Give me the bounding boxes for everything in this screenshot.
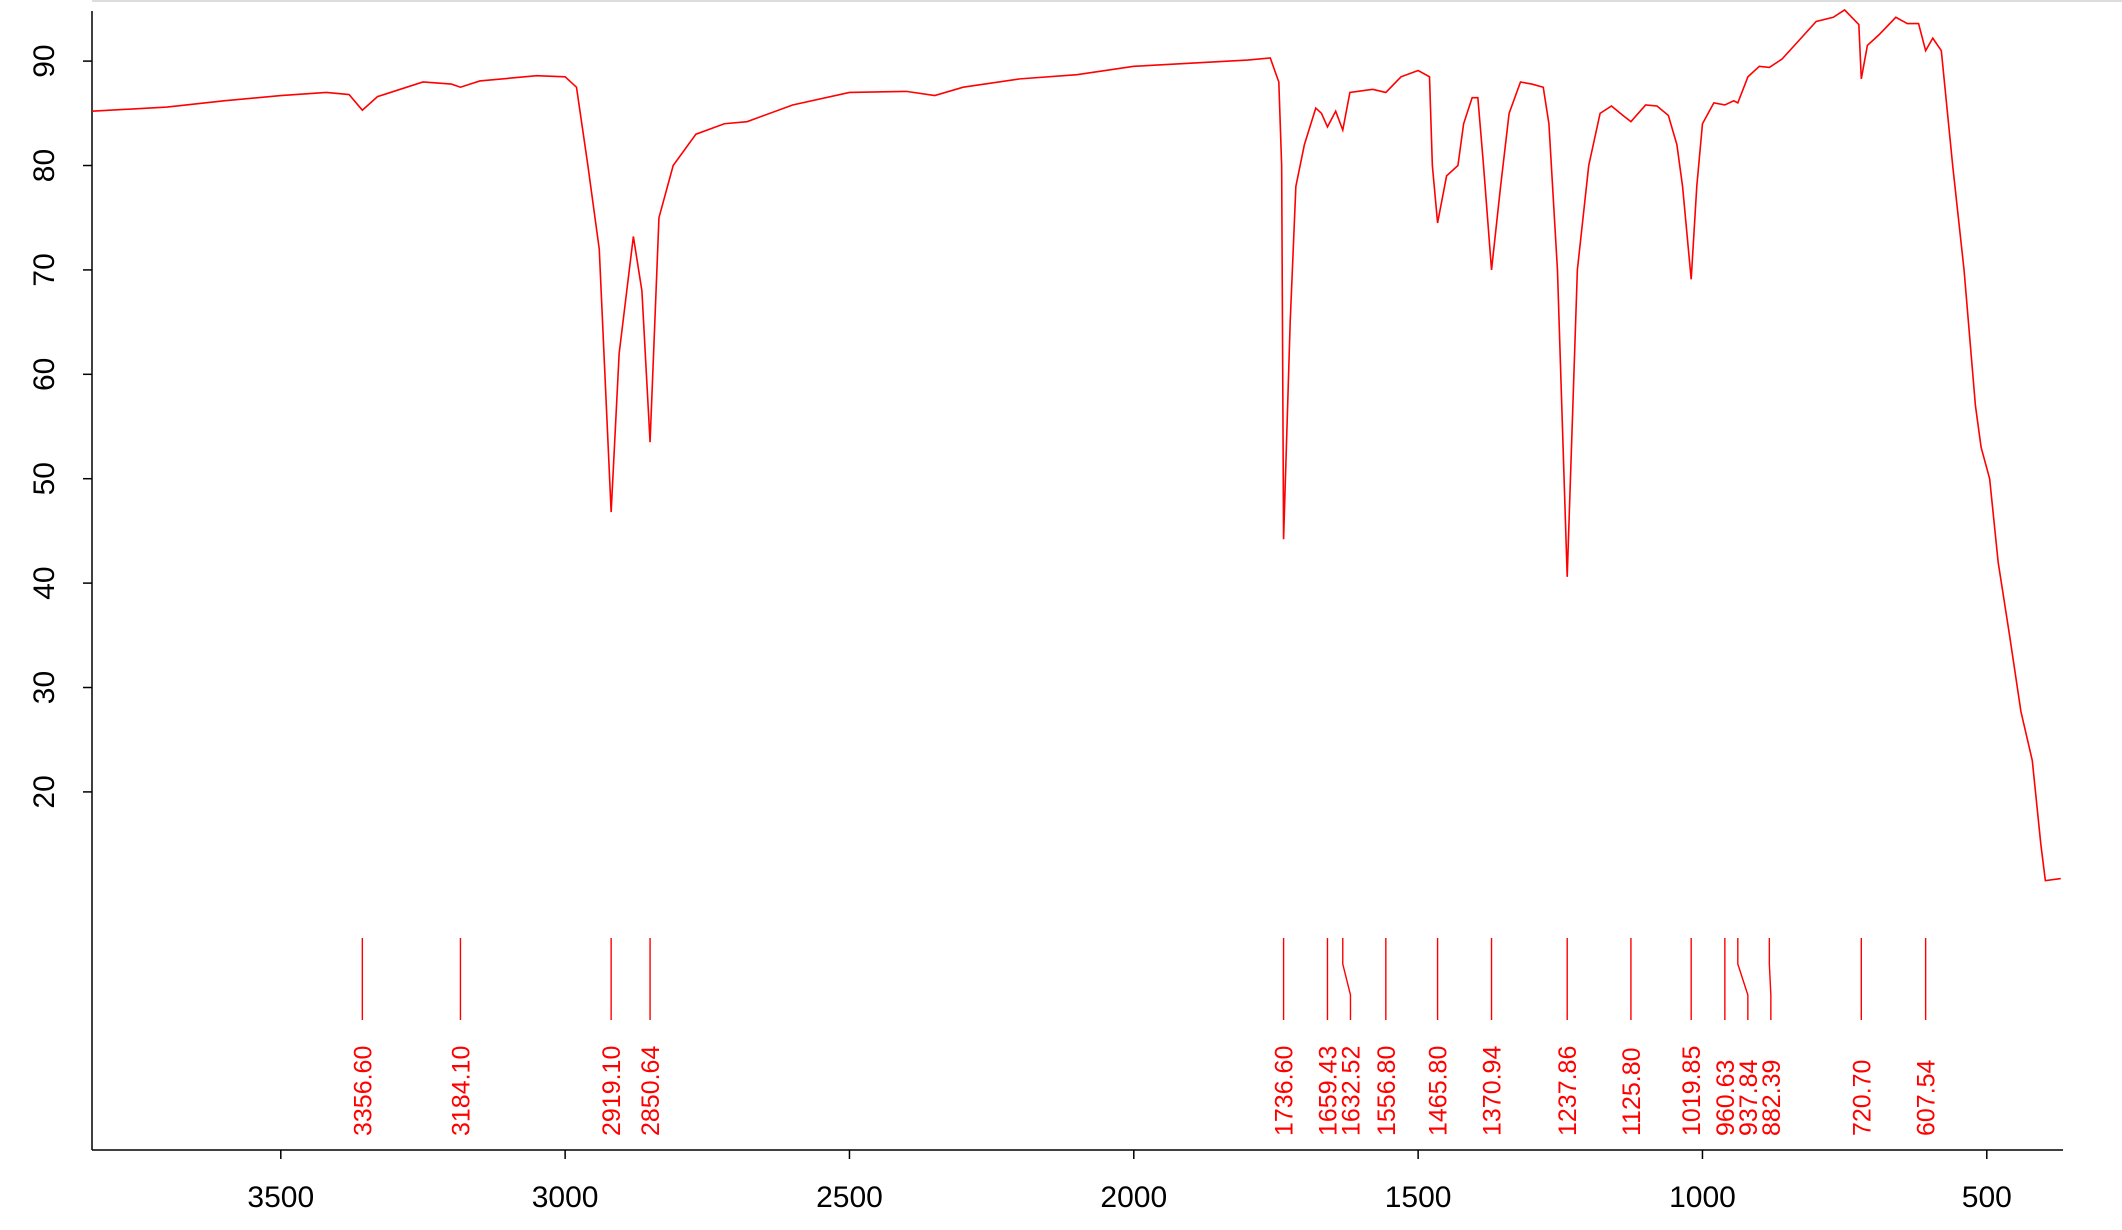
peak-label: 3184.10 xyxy=(447,1046,475,1136)
x-tick-label: 2500 xyxy=(816,1181,883,1214)
peak-label: 1556.80 xyxy=(1373,1046,1401,1136)
y-tick-label: 70 xyxy=(28,253,61,286)
y-tick-label: 50 xyxy=(28,462,61,495)
peak-label: 1632.52 xyxy=(1337,1046,1365,1136)
peak-label: 1370.94 xyxy=(1479,1046,1507,1136)
peak-label: 2850.64 xyxy=(637,1046,665,1136)
y-tick-label: 60 xyxy=(28,358,61,391)
peak-label: 882.39 xyxy=(1758,1060,1786,1136)
x-tick-label: 3000 xyxy=(532,1181,599,1214)
peak-label: 1237.86 xyxy=(1554,1046,1582,1136)
peak-marker xyxy=(1768,938,1772,1020)
peak-label: 2919.10 xyxy=(598,1046,626,1136)
peak-marker xyxy=(1737,938,1749,1020)
peak-label: 937.84 xyxy=(1735,1059,1763,1136)
peak-marker xyxy=(1342,938,1352,1020)
y-tick-label: 30 xyxy=(28,671,61,704)
y-tick-label: 40 xyxy=(28,566,61,599)
x-tick-label: 1000 xyxy=(1669,1181,1736,1214)
peak-label: 1659.43 xyxy=(1314,1046,1342,1136)
peak-label: 3356.60 xyxy=(349,1046,377,1136)
peak-label: 1019.85 xyxy=(1678,1046,1706,1136)
peak-label: 1125.80 xyxy=(1618,1047,1646,1136)
spectrum-line xyxy=(91,8,2061,882)
y-tick-label: 90 xyxy=(28,44,61,77)
peak-label: 607.54 xyxy=(1913,1059,1941,1136)
x-tick-label: 3500 xyxy=(247,1181,314,1214)
y-tick-label: 20 xyxy=(28,775,61,808)
x-tick-label: 1500 xyxy=(1385,1181,1452,1214)
x-tick-label: 500 xyxy=(1962,1181,2012,1214)
peak-label: 1465.80 xyxy=(1425,1046,1453,1136)
y-tick-label: 80 xyxy=(28,149,61,182)
peak-label: 1736.60 xyxy=(1271,1046,1299,1136)
peak-label: 960.63 xyxy=(1712,1060,1740,1136)
peak-label: 720.70 xyxy=(1848,1060,1876,1136)
x-tick-label: 2000 xyxy=(1100,1181,1167,1214)
